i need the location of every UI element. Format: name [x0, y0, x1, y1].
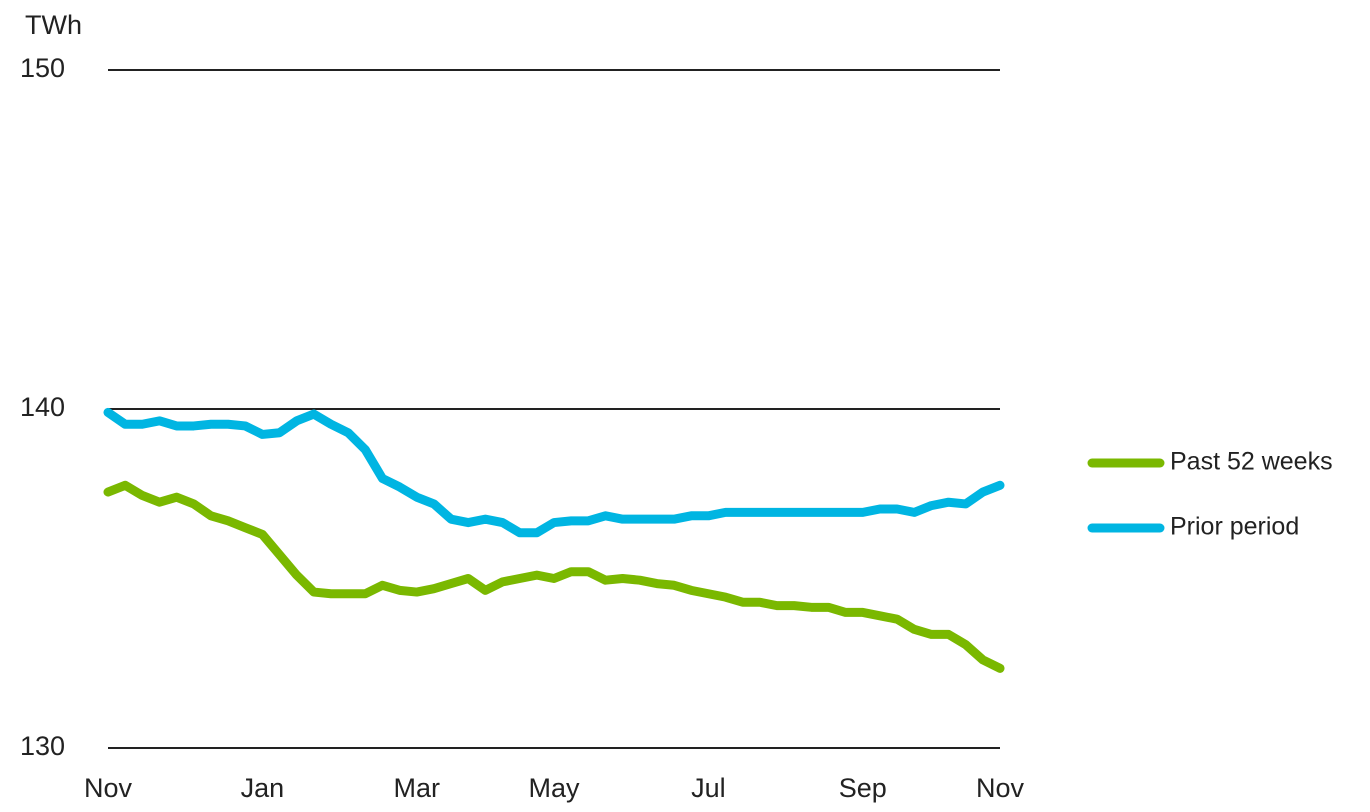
x-tick-label: Jan: [241, 773, 285, 803]
y-tick-label: 130: [20, 731, 65, 761]
y-axis-label: TWh: [25, 10, 82, 40]
x-tick-label: Sep: [839, 773, 887, 803]
x-tick-label: Mar: [394, 773, 441, 803]
x-tick-label: Nov: [976, 773, 1025, 803]
y-tick-label: 150: [20, 53, 65, 83]
series-line: [103, 480, 1005, 673]
x-tick-label: Nov: [84, 773, 133, 803]
legend-label: Prior period: [1170, 513, 1299, 541]
series-line: [103, 407, 1005, 538]
x-tick-label: May: [528, 773, 580, 803]
legend-label: Past 52 weeks: [1170, 448, 1333, 476]
x-tick-label: Jul: [691, 773, 726, 803]
y-tick-label: 140: [20, 392, 65, 422]
